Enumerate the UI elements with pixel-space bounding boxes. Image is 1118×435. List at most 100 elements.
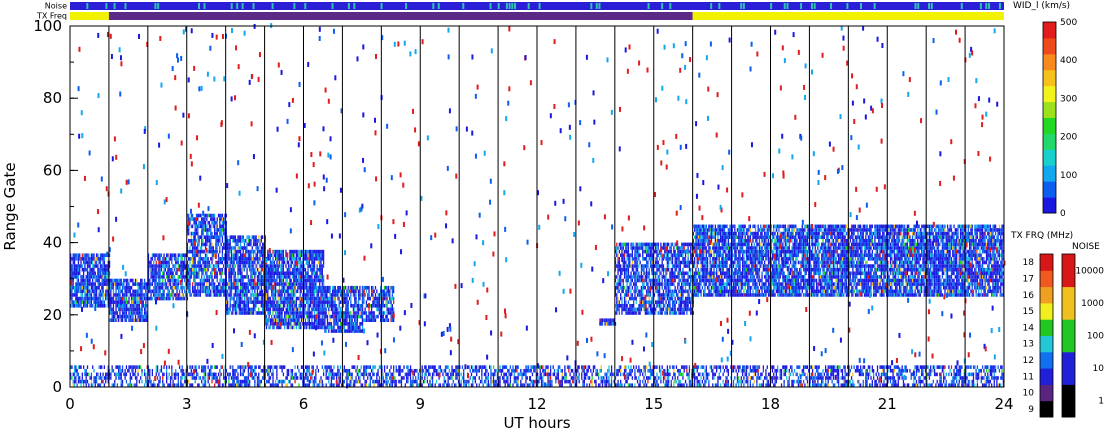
scatter-cell xyxy=(93,282,95,286)
scatter-cell xyxy=(703,246,705,250)
strip-speckle xyxy=(304,3,307,9)
scatter-cell xyxy=(176,285,178,290)
scatter-cell xyxy=(156,253,159,258)
scatter-cell xyxy=(332,303,334,308)
scatter-cell xyxy=(634,249,636,254)
scatter-cell xyxy=(228,242,230,247)
scatter-cell xyxy=(228,275,230,279)
scatter-cell xyxy=(123,296,125,301)
scatter-cell xyxy=(265,275,268,279)
scatter-cell xyxy=(324,303,326,308)
scatter-cell xyxy=(376,314,378,319)
scatter-cell xyxy=(233,271,235,276)
scatter-cell xyxy=(357,303,360,308)
scatter-cell xyxy=(151,267,154,272)
scatter-cell xyxy=(383,296,386,301)
scatter-cell xyxy=(181,293,183,297)
scatter-cell xyxy=(294,322,296,326)
scatter-cell xyxy=(236,238,238,243)
scatter-cell xyxy=(97,285,99,290)
scatter-cell xyxy=(710,228,713,232)
scatter-cell xyxy=(254,267,256,272)
scatter-cell xyxy=(268,271,270,276)
scatter-cell xyxy=(180,271,182,276)
scatter-cell xyxy=(337,285,339,290)
scatter-cell xyxy=(618,246,621,250)
scatter-cell xyxy=(679,267,681,272)
scatter-cell xyxy=(79,253,81,258)
scatter-cell xyxy=(682,275,684,279)
scatter-cell xyxy=(251,249,253,254)
scatter-cell xyxy=(107,289,109,294)
scatter-cell xyxy=(372,293,374,297)
scatter-cell xyxy=(121,314,124,319)
scatter-cell xyxy=(215,231,217,236)
scatter-cell xyxy=(390,296,392,301)
scatter-cell xyxy=(311,300,313,304)
scatter-cell xyxy=(312,253,314,258)
scatter-cell xyxy=(71,257,73,261)
scatter-cell xyxy=(70,275,72,279)
scatter-cell xyxy=(647,282,649,286)
scatter-cell xyxy=(282,260,285,265)
scatter-cell xyxy=(80,293,82,297)
scatter-cell xyxy=(325,300,327,304)
scatter-cell xyxy=(302,285,304,290)
scatter-cell xyxy=(313,296,316,301)
scatter-cell xyxy=(679,300,681,304)
scatter-cell xyxy=(159,260,161,265)
scatter-cell xyxy=(169,285,172,290)
scatter-cell xyxy=(128,285,130,290)
scatter-cell xyxy=(276,303,278,308)
scatter-cell xyxy=(643,278,645,283)
scatter-cell xyxy=(721,235,723,239)
scatter-cell xyxy=(359,285,361,290)
scatter-cell xyxy=(89,303,91,308)
scatter-cell xyxy=(243,238,246,243)
scatter-cell xyxy=(631,296,633,301)
scatter-cell xyxy=(76,282,78,286)
scatter-cell xyxy=(71,289,73,294)
scatter-cell xyxy=(199,289,202,294)
scatter-cell xyxy=(290,325,292,330)
scatter-cell xyxy=(70,260,72,265)
scatter-cell xyxy=(710,271,713,276)
scatter-cell xyxy=(189,271,191,276)
scatter-cell xyxy=(207,213,209,218)
scatter-cell xyxy=(217,293,220,297)
scatter-cell xyxy=(625,296,627,301)
scatter-cell xyxy=(298,296,300,301)
scatter-cell xyxy=(726,267,728,272)
scatter-cell xyxy=(381,307,383,312)
scatter-cell xyxy=(700,260,702,265)
scatter-cell xyxy=(278,264,281,268)
scatter-cell xyxy=(339,285,342,290)
scatter-cell xyxy=(239,293,242,297)
scatter-cell xyxy=(256,267,259,272)
scatter-cell xyxy=(297,285,299,290)
scatter-cell xyxy=(90,293,93,297)
scatter-cell xyxy=(719,289,722,294)
scatter-cell xyxy=(621,278,623,283)
scatter-cell xyxy=(201,289,203,294)
strip-speckle xyxy=(154,3,157,9)
strip-speckle xyxy=(928,3,931,9)
scatter-cell xyxy=(147,271,150,276)
scatter-cell xyxy=(276,318,278,323)
scatter-cell xyxy=(223,282,225,286)
scatter-cell xyxy=(359,322,361,326)
scatter-cell xyxy=(150,289,152,294)
scatter-cell xyxy=(657,275,659,279)
scatter-cell xyxy=(156,282,159,286)
scatter-cell xyxy=(647,264,649,268)
scatter-cell xyxy=(178,253,181,258)
scatter-cell xyxy=(156,264,159,268)
scatter-cell xyxy=(127,303,129,308)
scatter-cell xyxy=(361,307,364,312)
scatter-cell xyxy=(237,249,239,254)
scatter-cell xyxy=(162,257,164,261)
scatter-cell xyxy=(722,282,724,286)
scatter-cell xyxy=(674,311,676,315)
scatter-cell xyxy=(71,285,73,290)
scatter-cell xyxy=(215,224,217,229)
